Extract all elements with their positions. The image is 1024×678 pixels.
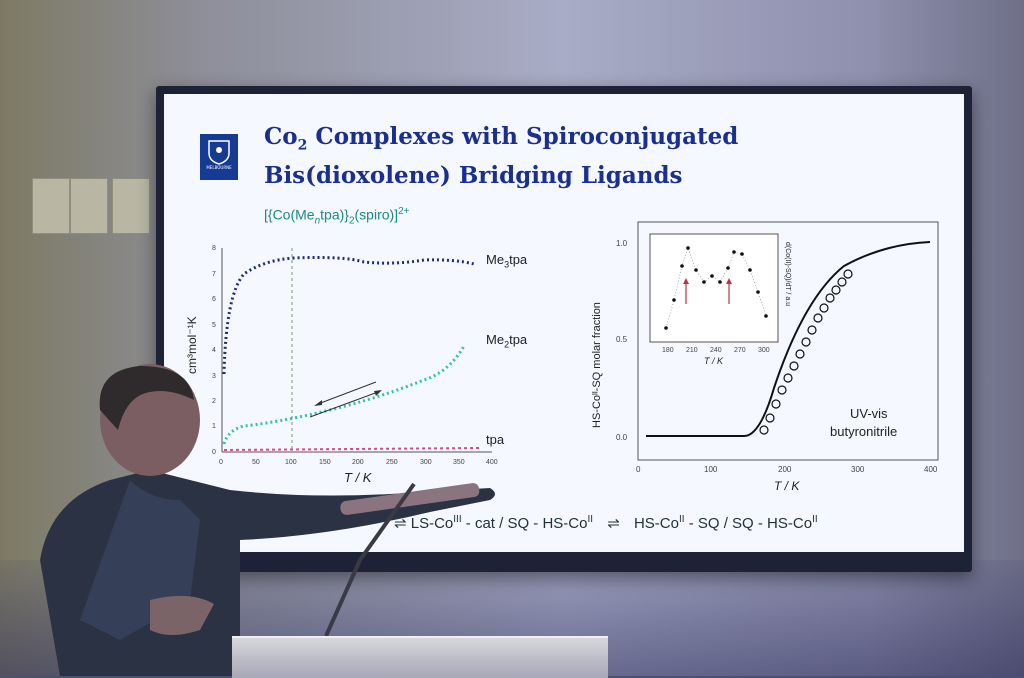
annotation-uv-vis: UV-vis [850, 406, 888, 421]
x-axis-label: T / K [774, 479, 800, 493]
xtick: 400 [924, 465, 938, 474]
ytick: 2 [212, 398, 216, 405]
xtick: 200 [352, 459, 364, 466]
inset-xtick: 240 [710, 347, 722, 354]
wall-switch-2 [70, 178, 108, 234]
logo-text: MELBOURNE [206, 165, 232, 170]
series-label-me2tpa: Me2tpa [486, 332, 528, 350]
xtick: 100 [285, 459, 297, 466]
podium [232, 636, 608, 678]
series-label-me3tpa: Me3tpa [486, 252, 528, 270]
crest-icon [208, 140, 230, 165]
ytick: 5 [212, 322, 216, 329]
x-axis-label: T / K [344, 470, 373, 485]
y-axis-label: cm³mol⁻¹K [185, 316, 199, 374]
inset-xtick: 270 [734, 347, 746, 354]
slide-title: Co2 Complexes with Spiroconjugated Bis(d… [264, 123, 739, 189]
xtick: 350 [453, 459, 465, 466]
equilibrium-arrow-icon: ⇌ [394, 515, 407, 532]
y-axis-label: HS-Coᴵᴵ-SQ molar fraction [591, 302, 603, 428]
wall-switch-3 [112, 178, 150, 234]
xtick: 400 [486, 459, 498, 466]
wall-switch-1 [32, 178, 70, 234]
equilibrium-equation: ⇌ LS-CoIII - cat / SQ - HS-CoII ⇌ HS-CoI… [394, 514, 818, 532]
xtick: 250 [386, 459, 398, 466]
ytick: 0.5 [616, 335, 628, 344]
xtick: 0 [636, 465, 641, 474]
ytick: 6 [212, 296, 216, 303]
inset-x-label: T / K [704, 356, 724, 366]
ytick: 1 [212, 423, 216, 430]
presentation-slide: MELBOURNE Co2 Complexes with Spiroconjug… [164, 94, 964, 552]
ytick: 4 [212, 347, 216, 354]
xtick: 300 [420, 459, 432, 466]
university-logo: MELBOURNE [200, 134, 238, 180]
magnetic-susceptibility-plot: 0 1 2 3 4 5 6 7 8 0 50 100 150 200 250 3… [185, 245, 498, 485]
inset-xtick: 300 [758, 347, 770, 354]
ytick: 0 [212, 449, 216, 456]
ytick: 7 [212, 271, 216, 278]
xtick: 150 [319, 459, 331, 466]
complex-formula: [{Co(Mentpa)}2(spiro)]2+ [264, 206, 410, 227]
xtick: 200 [778, 465, 792, 474]
series-label-tpa: tpa [486, 432, 505, 447]
ytick: 1.0 [616, 239, 628, 248]
annotation-solvent: butyronitrile [830, 424, 897, 439]
equilibrium-arrow-icon: ⇌ [607, 515, 620, 532]
inset-xtick: 180 [662, 347, 674, 354]
xtick: 50 [252, 459, 260, 466]
molar-fraction-plot: 0.0 0.5 1.0 0 100 200 300 400 T / K HS-C… [591, 221, 939, 493]
ytick: 8 [212, 245, 216, 252]
inset-y-label: d(Co(II)-SQ)/dT / a.u [784, 242, 791, 306]
inset-xtick: 210 [686, 347, 698, 354]
ytick: 0.0 [616, 433, 628, 442]
ytick: 3 [212, 373, 216, 380]
xtick: 300 [851, 465, 865, 474]
xtick: 0 [219, 459, 223, 466]
xtick: 100 [704, 465, 718, 474]
